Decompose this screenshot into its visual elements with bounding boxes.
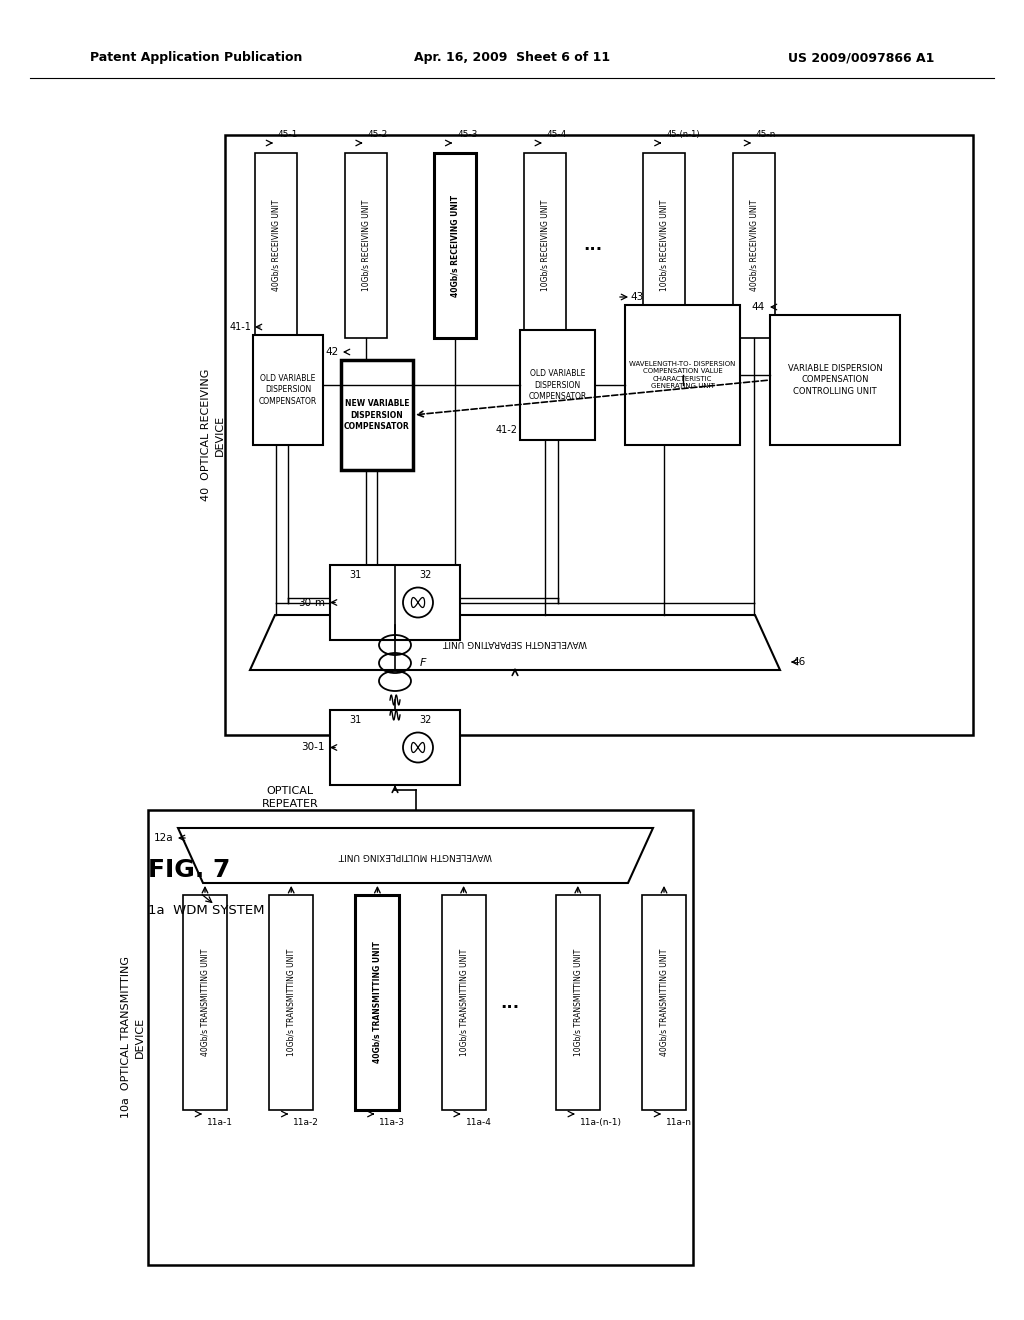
Text: 10Gb/s RECEIVING UNIT: 10Gb/s RECEIVING UNIT <box>361 199 370 292</box>
Bar <box>625 305 740 445</box>
Text: 40Gb/s TRANSMITTING UNIT: 40Gb/s TRANSMITTING UNIT <box>659 949 669 1056</box>
Bar <box>524 153 566 338</box>
Text: 31: 31 <box>349 570 361 579</box>
Text: 40Gb/s TRANSMITTING UNIT: 40Gb/s TRANSMITTING UNIT <box>373 941 382 1064</box>
Bar <box>330 710 460 785</box>
Text: 46: 46 <box>792 657 805 667</box>
Bar <box>148 810 693 1265</box>
Text: 32: 32 <box>420 715 432 725</box>
Text: 42: 42 <box>326 347 339 356</box>
Text: 40Gb/s RECEIVING UNIT: 40Gb/s RECEIVING UNIT <box>750 199 759 292</box>
Bar <box>434 153 476 338</box>
Bar <box>255 153 297 338</box>
Bar <box>770 315 900 445</box>
Text: 11a-n: 11a-n <box>666 1118 692 1127</box>
Text: 32: 32 <box>420 570 432 579</box>
Text: 12a: 12a <box>154 833 173 843</box>
Text: 45-(n-1): 45-(n-1) <box>667 129 700 139</box>
Text: 40Gb/s TRANSMITTING UNIT: 40Gb/s TRANSMITTING UNIT <box>201 949 210 1056</box>
Bar <box>733 153 775 338</box>
Bar <box>330 565 460 640</box>
Bar <box>269 895 313 1110</box>
Text: 10Gb/s TRANSMITTING UNIT: 10Gb/s TRANSMITTING UNIT <box>287 949 296 1056</box>
Text: ...: ... <box>500 994 519 1011</box>
Polygon shape <box>250 615 780 671</box>
Text: 45-3: 45-3 <box>457 129 477 139</box>
Text: 45-n: 45-n <box>756 129 776 139</box>
Text: 45-1: 45-1 <box>278 129 298 139</box>
Text: 30-m: 30-m <box>298 598 325 607</box>
Text: Apr. 16, 2009  Sheet 6 of 11: Apr. 16, 2009 Sheet 6 of 11 <box>414 51 610 65</box>
Text: ...: ... <box>584 236 602 255</box>
Polygon shape <box>348 734 374 762</box>
Polygon shape <box>178 828 653 883</box>
Text: 43: 43 <box>630 292 643 302</box>
Text: WAVELENGTH SEPARATING UNIT: WAVELENGTH SEPARATING UNIT <box>443 638 587 647</box>
Text: 11a-(n-1): 11a-(n-1) <box>580 1118 622 1127</box>
Text: 11a-3: 11a-3 <box>380 1118 406 1127</box>
Bar <box>355 895 399 1110</box>
Bar <box>345 153 387 338</box>
Text: F: F <box>420 657 426 668</box>
Text: 30-1: 30-1 <box>301 742 325 752</box>
Text: 11a-1: 11a-1 <box>207 1118 233 1127</box>
Text: OPTICAL
REPEATER: OPTICAL REPEATER <box>261 785 318 809</box>
Text: 11a-2: 11a-2 <box>293 1118 319 1127</box>
Text: VARIABLE DISPERSION
COMPENSATION
CONTROLLING UNIT: VARIABLE DISPERSION COMPENSATION CONTROL… <box>787 364 883 396</box>
Bar <box>642 895 686 1110</box>
Circle shape <box>403 733 433 763</box>
Text: NEW VARIABLE
DISPERSION
COMPENSATOR: NEW VARIABLE DISPERSION COMPENSATOR <box>344 400 410 430</box>
Bar <box>643 153 685 338</box>
Text: OLD VARIABLE
DISPERSION
COMPENSATOR: OLD VARIABLE DISPERSION COMPENSATOR <box>528 370 587 400</box>
Text: 45-2: 45-2 <box>368 129 388 139</box>
Text: 10Gb/s TRANSMITTING UNIT: 10Gb/s TRANSMITTING UNIT <box>573 949 583 1056</box>
Text: 40  OPTICAL RECEIVING
DEVICE: 40 OPTICAL RECEIVING DEVICE <box>202 368 224 502</box>
Text: 31: 31 <box>349 715 361 725</box>
Polygon shape <box>348 589 374 616</box>
Bar <box>441 895 485 1110</box>
Text: 44: 44 <box>752 302 765 312</box>
Circle shape <box>403 587 433 618</box>
Bar <box>183 895 227 1110</box>
Bar <box>341 360 413 470</box>
Text: 11a-4: 11a-4 <box>466 1118 492 1127</box>
Text: 41-2: 41-2 <box>496 425 518 436</box>
Text: 10Gb/s RECEIVING UNIT: 10Gb/s RECEIVING UNIT <box>659 199 669 292</box>
Text: Patent Application Publication: Patent Application Publication <box>90 51 302 65</box>
Text: 10a  OPTICAL TRANSMITTING
DEVICE: 10a OPTICAL TRANSMITTING DEVICE <box>122 957 144 1118</box>
Text: 40Gb/s RECEIVING UNIT: 40Gb/s RECEIVING UNIT <box>271 199 281 292</box>
Text: 41-1: 41-1 <box>229 322 251 333</box>
Bar <box>225 135 973 735</box>
Text: FIG. 7: FIG. 7 <box>148 858 230 882</box>
Bar <box>520 330 595 440</box>
Text: 10Gb/s RECEIVING UNIT: 10Gb/s RECEIVING UNIT <box>541 199 549 292</box>
Text: WAVELENGTH-TO- DISPERSION
COMPENSATION VALUE
CHARACTERISTIC
GENERATING UNIT: WAVELENGTH-TO- DISPERSION COMPENSATION V… <box>630 360 735 389</box>
Text: OLD VARIABLE
DISPERSION
COMPENSATOR: OLD VARIABLE DISPERSION COMPENSATOR <box>259 375 317 405</box>
Text: WAVELENGTH MULTIPLEXING UNIT: WAVELENGTH MULTIPLEXING UNIT <box>339 851 493 861</box>
Text: US 2009/0097866 A1: US 2009/0097866 A1 <box>787 51 934 65</box>
Text: 10Gb/s TRANSMITTING UNIT: 10Gb/s TRANSMITTING UNIT <box>459 949 468 1056</box>
Bar <box>253 335 323 445</box>
Bar <box>556 895 600 1110</box>
Text: 40Gb/s RECEIVING UNIT: 40Gb/s RECEIVING UNIT <box>451 194 460 297</box>
Text: 1a  WDM SYSTEM: 1a WDM SYSTEM <box>148 903 264 916</box>
Text: 45-4: 45-4 <box>547 129 567 139</box>
